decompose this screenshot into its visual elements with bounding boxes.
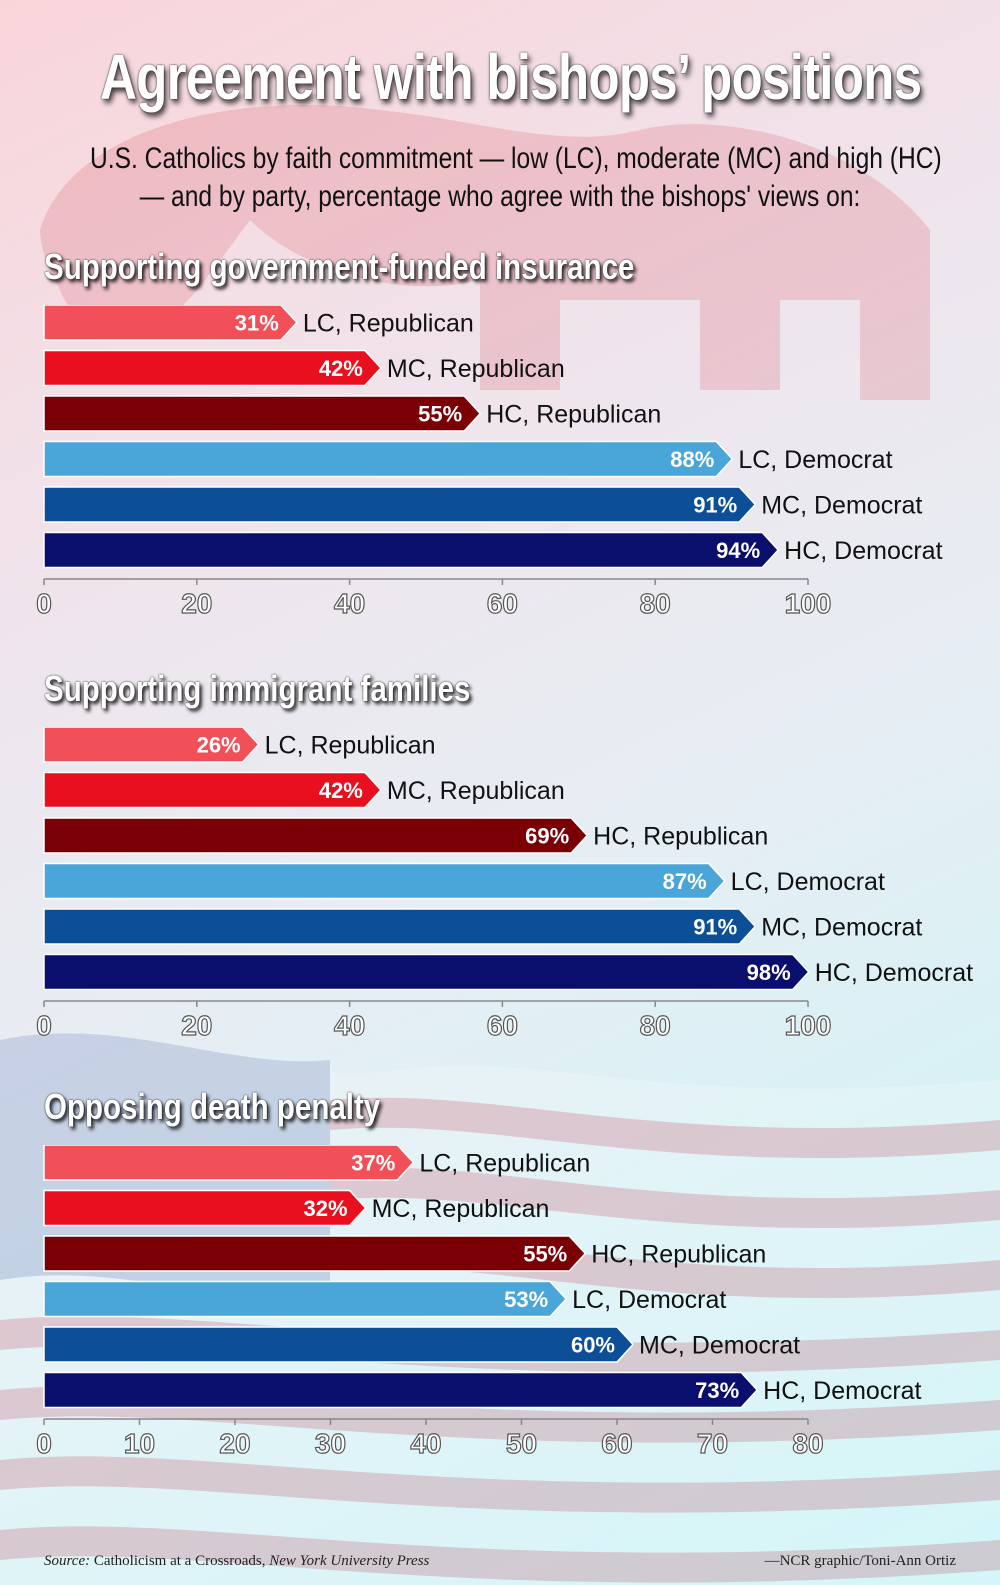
bar-value-label: 73%: [695, 1378, 739, 1403]
x-axis-tick-label: 60: [487, 1010, 518, 1041]
bar-hc-democrat: [43, 953, 810, 991]
bar-lc-republican: [43, 727, 260, 763]
bar-value-label: 55%: [523, 1242, 567, 1267]
bar-category-label: MC, Republican: [387, 777, 565, 805]
x-axis-tick-label: 60: [487, 588, 518, 619]
bar-hc-democrat: [43, 1371, 759, 1409]
x-axis-tick-label: 80: [640, 588, 671, 619]
bar-category-label: HC, Democrat: [784, 537, 942, 565]
bar-lc-democrat: [43, 862, 726, 900]
chart-3-death-penalty: 37% LC, Republican 32% MC, Republican 55% HC,…: [0, 1145, 1000, 1465]
bar-category-label: HC, Republican: [593, 823, 768, 851]
graphic-credit: —NCR graphic/Toni-Ann Ortiz: [764, 1553, 956, 1569]
page-subtitle: U.S. Catholics by faith commitment — low…: [90, 140, 942, 216]
bar-value-label: 60%: [571, 1333, 615, 1358]
bar-value-label: 42%: [319, 778, 363, 803]
x-axis-tick-label: 80: [640, 1010, 671, 1041]
bar-value-label: 31%: [235, 311, 279, 336]
chart-2-immigrant-families: 26% LC, Republican 42% MC, Republican 69% HC,…: [0, 727, 1000, 1047]
source-publisher: New York University Press: [269, 1553, 430, 1569]
x-axis-tick-label: 60: [601, 1428, 632, 1459]
x-axis-tick-label: 10: [124, 1428, 155, 1459]
source-label: Source:: [44, 1553, 91, 1569]
bar-category-label: LC, Democrat: [738, 446, 892, 474]
bar-value-label: 32%: [304, 1196, 348, 1221]
bar-mc-democrat: [43, 908, 757, 945]
chart-3-title: Opposing death penalty: [44, 1086, 381, 1127]
bar-lc-republican: [43, 1145, 415, 1181]
bar-hc-democrat: [43, 531, 780, 569]
bar-category-label: HC, Democrat: [815, 959, 973, 987]
bar-value-label: 91%: [693, 493, 737, 518]
bar-category-label: LC, Republican: [265, 732, 436, 760]
bar-mc-republican: [43, 1189, 367, 1227]
source-note: Source: Catholicism at a Crossroads, New…: [44, 1553, 429, 1570]
x-axis-tick-label: 0: [36, 1428, 52, 1459]
source-title: Catholicism at a Crossroads,: [93, 1553, 266, 1569]
x-axis-tick-label: 0: [36, 1010, 52, 1041]
x-axis-tick-label: 20: [219, 1428, 250, 1459]
elephant-icon: [40, 105, 930, 400]
chart-svg: 37% LC, Republican 32% MC, Republican 55% HC,…: [36, 1145, 922, 1460]
bar-lc-democrat: [43, 440, 734, 478]
bar-category-label: MC, Democrat: [761, 492, 922, 520]
bar-value-label: 26%: [197, 733, 241, 758]
bar-value-label: 88%: [670, 447, 714, 472]
chart-1-insurance: 31% LC, Republican 42% MC, Republican 55% HC,…: [0, 305, 1000, 625]
bar-value-label: 98%: [747, 960, 791, 985]
x-axis-tick-label: 40: [334, 588, 365, 619]
footer: Source: Catholicism at a Crossroads, New…: [44, 1553, 956, 1570]
bar-mc-democrat: [43, 1326, 635, 1363]
x-axis-tick-label: 40: [334, 1010, 365, 1041]
bar-mc-republican: [43, 771, 382, 809]
x-axis-tick-label: 70: [697, 1428, 728, 1459]
bar-category-label: LC, Democrat: [572, 1286, 726, 1314]
bar-hc-republican: [43, 817, 589, 854]
x-axis-tick-label: 50: [506, 1428, 537, 1459]
x-axis-tick-label: 100: [785, 1010, 832, 1041]
bar-value-label: 94%: [716, 538, 760, 563]
bar-lc-republican: [43, 305, 298, 341]
bar-category-label: MC, Republican: [372, 1195, 550, 1223]
page-title: Agreement with bishops’ positions: [100, 41, 922, 113]
chart-2-title: Supporting immigrant families: [44, 668, 471, 709]
bar-category-label: LC, Republican: [303, 310, 474, 338]
bar-value-label: 37%: [351, 1151, 395, 1176]
bar-category-label: MC, Democrat: [639, 1332, 800, 1360]
bar-hc-republican: [43, 1235, 587, 1272]
x-axis-tick-label: 20: [181, 588, 212, 619]
bar-hc-republican: [43, 395, 482, 432]
chart-svg: 31% LC, Republican 42% MC, Republican 55% HC,…: [36, 305, 943, 620]
bar-category-label: LC, Democrat: [731, 868, 885, 896]
bar-value-label: 69%: [525, 824, 569, 849]
subtitle-line-2: — and by party, percentage who agree wit…: [139, 180, 861, 213]
chart-svg: 26% LC, Republican 42% MC, Republican 69% HC,…: [36, 727, 973, 1042]
bar-value-label: 87%: [663, 869, 707, 894]
chart-1-title: Supporting government-funded insurance: [44, 246, 635, 287]
bar-value-label: 53%: [504, 1287, 548, 1312]
bar-value-label: 42%: [319, 356, 363, 381]
bar-lc-democrat: [43, 1280, 568, 1318]
x-axis-tick-label: 20: [181, 1010, 212, 1041]
bar-category-label: MC, Republican: [387, 355, 565, 383]
bar-category-label: HC, Republican: [486, 401, 661, 429]
x-axis-tick-label: 40: [410, 1428, 441, 1459]
bar-category-label: HC, Democrat: [763, 1377, 921, 1405]
bar-value-label: 91%: [693, 915, 737, 940]
x-axis-tick-label: 80: [792, 1428, 823, 1459]
x-axis-tick-label: 30: [315, 1428, 346, 1459]
bar-category-label: HC, Republican: [591, 1241, 766, 1269]
subtitle-line-1: U.S. Catholics by faith commitment — low…: [90, 142, 942, 175]
bar-value-label: 55%: [418, 402, 462, 427]
bar-category-label: LC, Republican: [419, 1150, 590, 1178]
bar-category-label: MC, Democrat: [761, 914, 922, 942]
bar-mc-democrat: [43, 486, 757, 523]
bar-mc-republican: [43, 349, 382, 387]
x-axis-tick-label: 0: [36, 588, 52, 619]
x-axis-tick-label: 100: [785, 588, 832, 619]
